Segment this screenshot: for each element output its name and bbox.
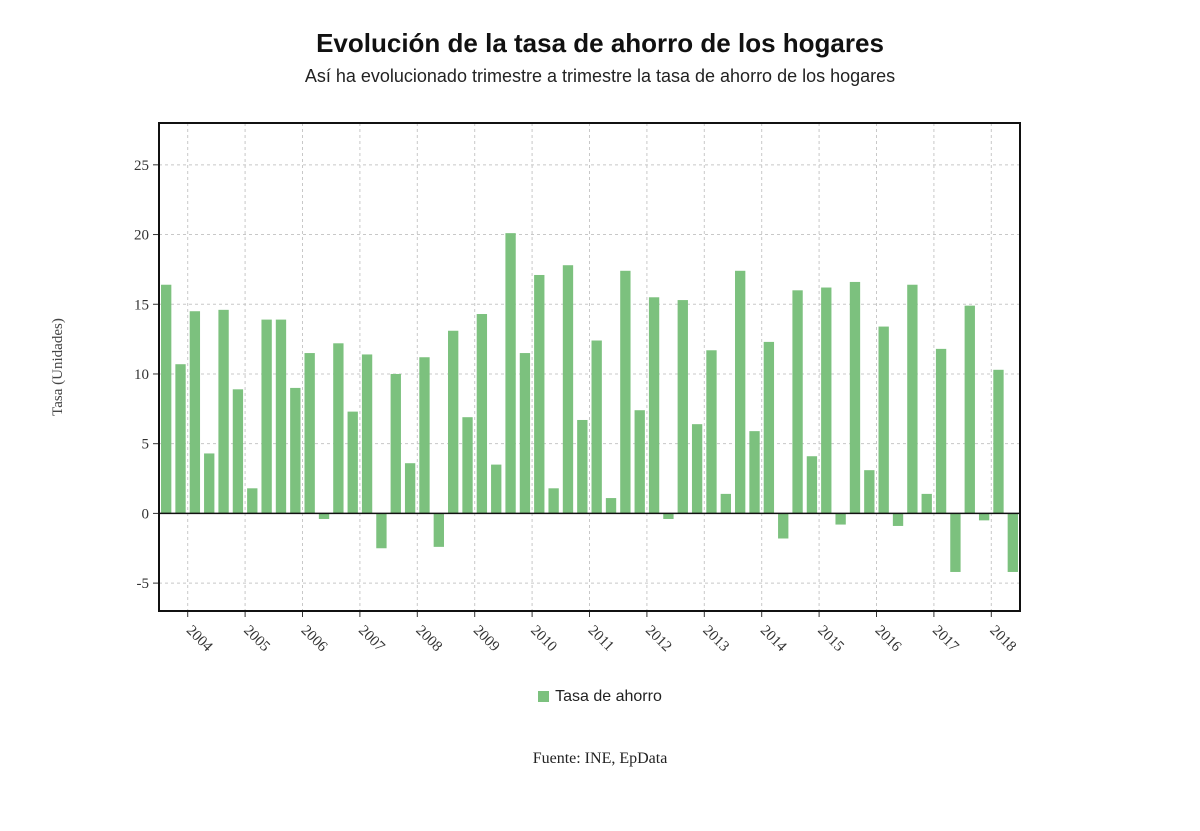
legend-label: Tasa de ahorro [555, 688, 662, 705]
bar [548, 488, 559, 514]
bar [175, 364, 186, 514]
bar [878, 326, 889, 514]
bar [835, 513, 846, 525]
x-tick-label: 2014 [757, 623, 790, 656]
bar [562, 265, 574, 514]
bar [849, 281, 861, 514]
x-tick-label: 2007 [355, 623, 388, 656]
x-tick-label: 2004 [183, 623, 216, 656]
bar [792, 290, 803, 514]
bar [505, 233, 516, 514]
x-tick-label: 2011 [585, 623, 617, 655]
x-tick-label: 2017 [929, 623, 962, 656]
bar [935, 348, 947, 514]
bar [806, 456, 818, 514]
x-tick-label: 2005 [240, 623, 273, 656]
x-tick-label: 2016 [872, 623, 905, 656]
bar [892, 513, 904, 526]
y-tick-label: 0 [142, 506, 150, 522]
bar [950, 513, 961, 572]
bar [763, 341, 775, 514]
bar [404, 463, 416, 514]
bar [605, 498, 617, 514]
bar [462, 417, 473, 514]
source-note: Fuente: INE, EpData [532, 750, 668, 767]
bar [577, 419, 588, 514]
bar [347, 411, 358, 514]
bar [204, 453, 215, 514]
bar [691, 424, 703, 514]
bar [232, 389, 244, 514]
chart-title: Evolución de la tasa de ahorro de los ho… [316, 28, 884, 58]
bar [318, 513, 330, 519]
bar [534, 274, 545, 514]
bar [735, 270, 746, 514]
x-tick-label: 2015 [814, 623, 847, 656]
x-tick-label: 2008 [412, 623, 445, 656]
bar [677, 300, 688, 514]
chart-subtitle: Así ha evolucionado trimestre a trimestr… [304, 66, 896, 86]
x-tick-label: 2006 [298, 623, 331, 656]
x-tick-label: 2012 [642, 623, 675, 656]
bar [361, 354, 373, 514]
y-tick-label: 5 [142, 437, 150, 453]
bar [706, 350, 717, 514]
bar [304, 353, 315, 514]
bar [778, 513, 789, 539]
bar [620, 270, 631, 514]
bar [749, 431, 760, 514]
legend-swatch [538, 691, 550, 702]
bar [290, 387, 301, 514]
bar [376, 513, 387, 549]
bar [964, 305, 975, 514]
x-tick-label: 2009 [470, 623, 503, 656]
plot-frame [158, 122, 1021, 612]
bar [591, 340, 602, 514]
bar [419, 357, 430, 514]
bar [476, 314, 488, 514]
y-tick-label: 10 [134, 367, 149, 383]
bar [519, 353, 531, 514]
y-tick-label: 15 [134, 297, 149, 313]
bar [993, 369, 1004, 514]
bar [261, 319, 272, 514]
bar [218, 309, 229, 514]
bar [247, 488, 258, 514]
bar [1007, 513, 1018, 572]
bar [720, 493, 731, 514]
x-tick-label: 2018 [986, 623, 1019, 656]
bar [390, 373, 401, 514]
bar [634, 410, 645, 514]
bar [491, 464, 502, 514]
bar [648, 297, 660, 514]
y-tick-label: -5 [137, 576, 150, 592]
bar [189, 311, 201, 514]
bar [864, 470, 875, 514]
bar [433, 513, 444, 547]
y-tick-label: 20 [134, 228, 149, 244]
x-tick-label: 2013 [699, 623, 732, 656]
bar [161, 284, 172, 514]
y-tick-label: 25 [134, 158, 149, 174]
bar [275, 319, 287, 514]
bar [821, 287, 832, 514]
bar [921, 493, 932, 514]
bar [978, 513, 990, 521]
legend: Tasa de ahorro [0, 688, 1200, 706]
y-axis-label: Tasa (Unidades) [50, 318, 66, 416]
bar [663, 513, 674, 519]
bar [448, 330, 459, 514]
bar [907, 284, 918, 514]
bar [333, 343, 344, 514]
x-tick-label: 2010 [527, 623, 560, 656]
